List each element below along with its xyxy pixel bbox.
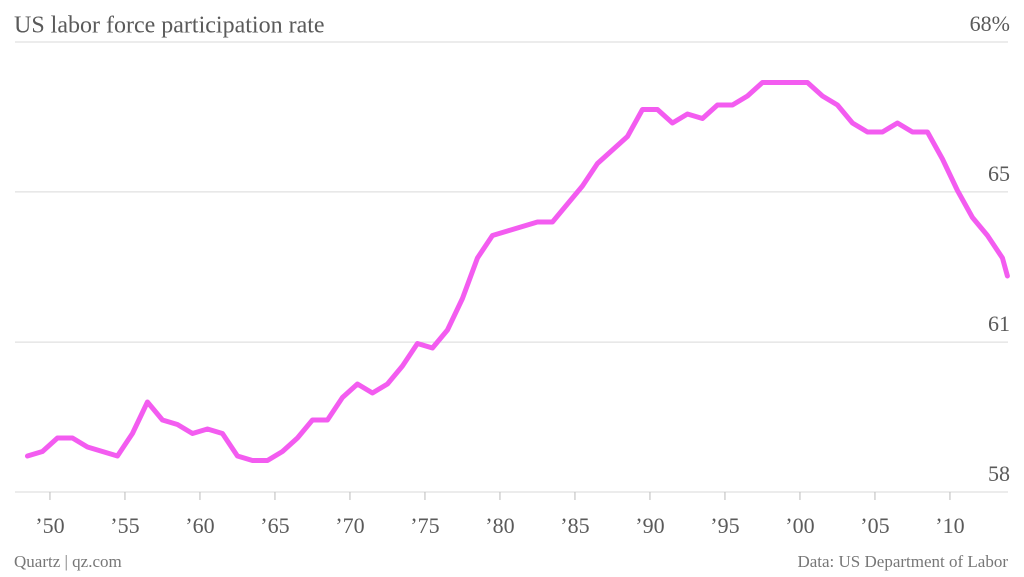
- x-tick-label: ’90: [635, 513, 664, 538]
- x-tick-label: ’00: [785, 513, 814, 538]
- chart-title: US labor force participation rate: [14, 13, 325, 39]
- x-tick-label: ’10: [935, 513, 964, 538]
- x-tick-label: ’80: [485, 513, 514, 538]
- x-tick-label: ’75: [410, 513, 439, 538]
- y-tick-label: 68%: [970, 11, 1010, 36]
- x-tick-label: ’55: [110, 513, 139, 538]
- y-tick-label: 65: [988, 161, 1010, 186]
- credit: Quartz | qz.com: [14, 552, 122, 571]
- x-tick-label: ’05: [860, 513, 889, 538]
- x-tick-label: ’95: [710, 513, 739, 538]
- x-tick-label: ’50: [35, 513, 64, 538]
- source: Data: US Department of Labor: [797, 552, 1008, 571]
- y-tick-label: 58: [988, 461, 1010, 486]
- x-tick-label: ’60: [185, 513, 214, 538]
- y-tick-label: 61: [988, 311, 1010, 336]
- x-tick-label: ’70: [335, 513, 364, 538]
- line: [24, 80, 1010, 463]
- x-tick-label: ’65: [260, 513, 289, 538]
- x-tick-label: ’85: [560, 513, 589, 538]
